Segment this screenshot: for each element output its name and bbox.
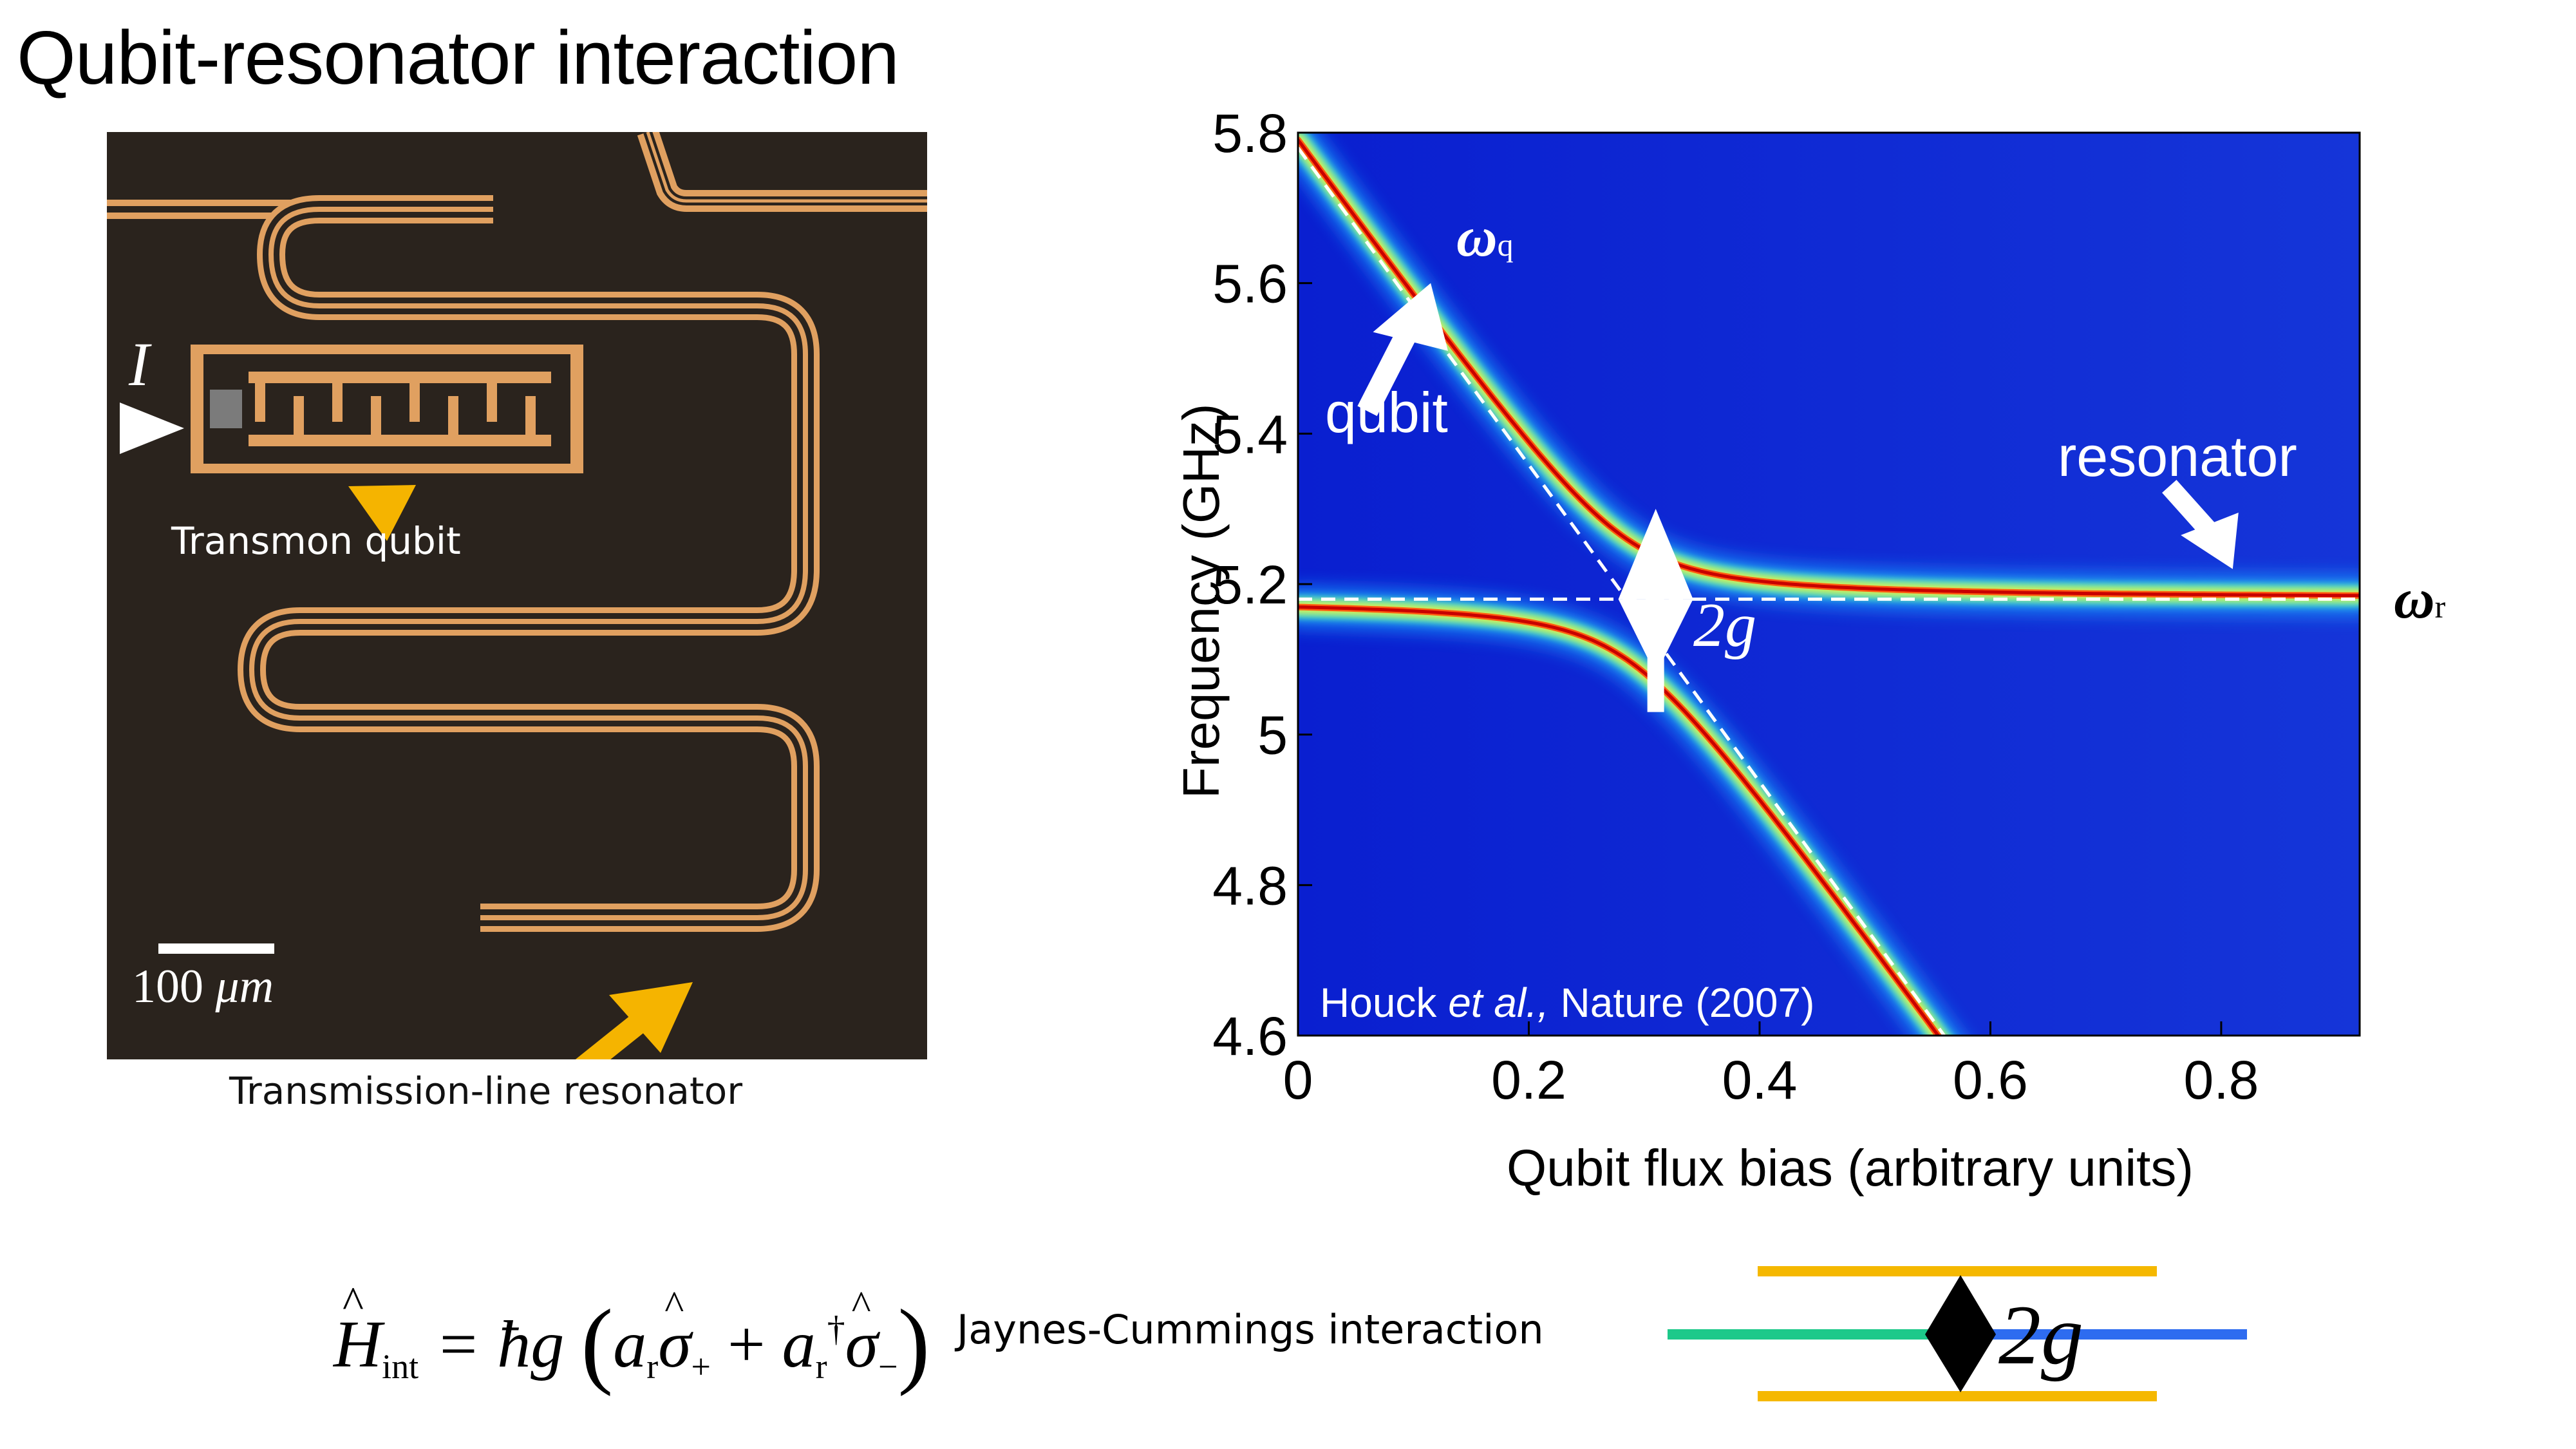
omega-q-subscript: q	[1497, 227, 1514, 263]
resonator-caption: Transmission-line resonator	[229, 1069, 743, 1113]
resonator-annotation: resonator	[2058, 424, 2297, 488]
resonator-pointer-arrow	[2162, 480, 2239, 569]
eq-equals: = ħg	[435, 1307, 565, 1381]
qubit-frequency-dashed-line	[1296, 146, 1946, 1037]
omega-q-symbol: ω	[1456, 206, 1498, 269]
jc-label: Jaynes-Cummings interaction	[957, 1306, 1544, 1353]
y-tick-label-5: 5.6	[1212, 254, 1288, 314]
omega-r-label: ωr	[2394, 567, 2445, 632]
omega-r-subscript: r	[2434, 589, 2446, 625]
omega-q-label: ωq	[1456, 205, 1514, 270]
eq-sigma1: σ ^	[658, 1282, 691, 1381]
citation-etal: et al.,	[1448, 980, 1549, 1026]
two-g-double-arrow	[1618, 509, 1693, 712]
scalebar-value: 100	[132, 960, 203, 1013]
resonator-traces	[107, 132, 927, 932]
x-tick-label-4: 0.8	[2184, 1050, 2259, 1110]
jc-hamiltonian: H ^ int = ħg (arσ ^ + + ar†σ ^ −)	[334, 1278, 930, 1399]
x-axis-label: Qubit flux bias (arbitrary units)	[1507, 1139, 2194, 1197]
eq-H: H ^	[334, 1278, 382, 1381]
device-micrograph	[107, 132, 927, 1059]
spectroscopy-chart: 0 0.2 0.4 0.6 0.8 4.6 4.8 5 5.2 5.4 5.6 5.8	[1212, 103, 2361, 1110]
eq-a1: a	[613, 1307, 647, 1381]
citation-author: Houck	[1320, 980, 1449, 1026]
current-arrow	[120, 402, 184, 454]
anticrossing-branch-upper-layer-4	[1298, 138, 2360, 598]
eq-sigma2-sub: −	[878, 1347, 898, 1386]
eq-sigma2: σ ^	[845, 1282, 878, 1381]
y-tick-label-1: 4.8	[1212, 855, 1288, 916]
anticrossing-branch-lower-layer-4	[1298, 605, 1941, 1036]
y-tick-label-2: 5	[1257, 705, 1288, 766]
eq-open-paren: (	[581, 1290, 614, 1397]
y-tick-label-4: 5.4	[1212, 404, 1288, 464]
y-tick-label-6: 5.8	[1212, 103, 1288, 164]
scalebar-label: 100 μm	[132, 960, 274, 1014]
transmon-qubit	[191, 345, 583, 473]
eq-a2-sub: r	[815, 1347, 827, 1386]
x-tick-label-3: 0.6	[1953, 1050, 2028, 1110]
scalebar-unit: μm	[215, 960, 274, 1013]
citation-journal: Nature (2007)	[1548, 980, 1815, 1026]
x-tick-label-0: 0	[1283, 1050, 1313, 1110]
level-diagram-label: 2g	[1998, 1287, 2083, 1382]
eq-a1-sub: r	[646, 1347, 659, 1386]
qubit-pointer-arrow	[1357, 283, 1449, 417]
two-g-arrow-head-up	[1618, 509, 1693, 600]
level-diagram	[1668, 1266, 2247, 1401]
qubit-annotation: qubit	[1325, 381, 1448, 444]
two-g-arrow-head-down	[1618, 599, 1693, 675]
eq-plus: +	[728, 1307, 766, 1381]
y-tick-label-3: 5.2	[1212, 554, 1288, 615]
resonator-pointer	[575, 982, 693, 1059]
y-tick-label-0: 4.6	[1212, 1006, 1288, 1066]
x-tick-label-2: 0.4	[1722, 1050, 1798, 1110]
scale-bar	[158, 943, 274, 954]
citation: Houck et al., Nature (2007)	[1320, 979, 1814, 1027]
slide-title: Qubit-resonator interaction	[17, 15, 899, 100]
eq-sigma1-sub: +	[691, 1347, 711, 1386]
eq-close-paren: )	[898, 1290, 930, 1397]
y-axis-label: Frequency (GHz)	[1172, 403, 1230, 799]
heatmap-bands	[1298, 133, 2360, 1036]
eq-a2: a	[782, 1307, 816, 1381]
eq-H-sub: int	[382, 1347, 419, 1386]
current-label: I	[129, 330, 149, 399]
splitting-arrow	[1925, 1275, 1996, 1392]
two-g-annotation: 2g	[1693, 591, 1756, 660]
qubit-pointer	[348, 485, 416, 541]
omega-r-symbol: ω	[2394, 568, 2435, 630]
qubit-caption: Transmon qubit	[171, 519, 461, 563]
eq-dagger: †	[827, 1309, 845, 1349]
x-tick-label-1: 0.2	[1491, 1050, 1566, 1110]
